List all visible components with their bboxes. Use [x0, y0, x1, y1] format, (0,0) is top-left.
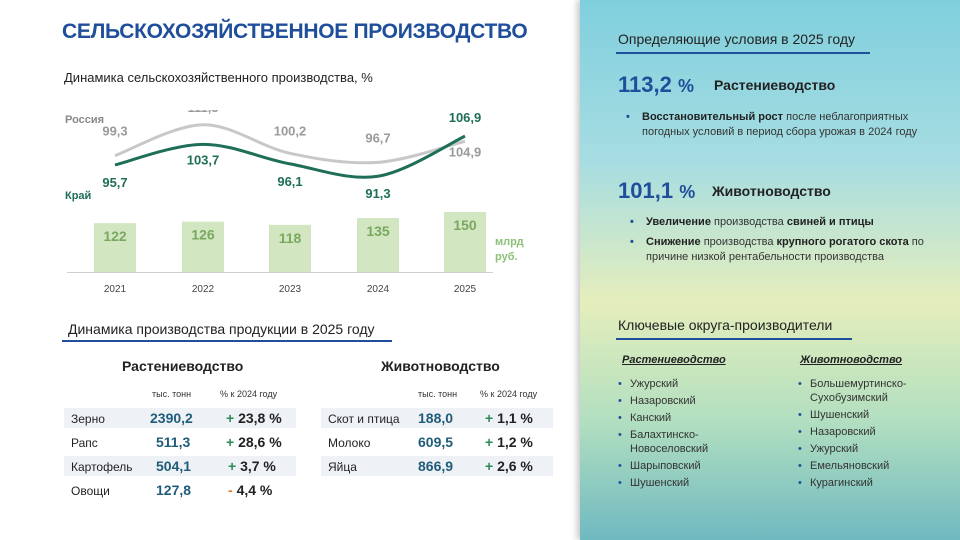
- row-value: 2390,2: [150, 410, 193, 426]
- district-item: • Назаровский: [798, 426, 876, 438]
- bar-label: 135: [366, 223, 390, 239]
- row-name: Скот и птица: [328, 412, 400, 426]
- crop-unit-header: тыс. тонн: [152, 389, 192, 399]
- x-tick-label: 2023: [279, 284, 302, 295]
- table-row: Картофель 504,1 + 3,7 %: [64, 456, 296, 478]
- district-item: • Шарыповский: [618, 460, 701, 472]
- livestock-growth-value: 101,1 %: [618, 178, 696, 203]
- district-item: • Шушенский: [618, 477, 690, 489]
- bar-label: 126: [191, 227, 215, 243]
- livestock-growth-label: Животноводство: [712, 183, 831, 199]
- bar: [269, 224, 311, 272]
- production-chart: 122 126 118 135 150 2021 2022 2023 2024 2025 млрд р…: [65, 110, 524, 295]
- livestock-districts-head: Животноводство: [800, 354, 903, 366]
- livestock-unit-header: тыс. тонн: [418, 389, 458, 399]
- x-tick-label: 2021: [104, 284, 127, 295]
- district-item: • Большемуртинско-Сухобузимский: [798, 378, 907, 404]
- row-change: + 1,2 %: [485, 434, 533, 450]
- russia-data-label: 111,3: [187, 110, 218, 115]
- table-row: Скот и птица 188,0 + 1,1 %: [321, 408, 553, 430]
- kray-data-label: 103,7: [187, 152, 220, 167]
- kray-data-label: 96,1: [277, 174, 302, 189]
- russia-data-label: 104,9: [449, 144, 482, 159]
- x-tick-label: 2022: [192, 284, 215, 295]
- district-item: • Балахтинско-Новоселовский: [618, 429, 709, 455]
- row-change: + 28,6 %: [226, 434, 282, 450]
- conditions-title-underline: [616, 52, 870, 54]
- row-name: Молоко: [328, 436, 371, 450]
- crop-change-header: % к 2024 году: [220, 389, 278, 399]
- conditions-title: Определяющие условия в 2025 году: [618, 31, 855, 47]
- row-name: Овощи: [71, 484, 110, 498]
- district-item: • Ужурский: [798, 443, 859, 455]
- bar-label: 118: [279, 230, 302, 246]
- table-row: Яйца 866,9 + 2,6 %: [321, 456, 553, 478]
- x-tick-label: 2025: [454, 284, 477, 295]
- russia-data-label: 100,2: [274, 123, 307, 138]
- bar: [444, 212, 486, 272]
- bar-label: 122: [103, 228, 127, 244]
- bar: [182, 221, 224, 272]
- row-change: + 2,6 %: [485, 458, 533, 474]
- production-section-title: Динамика производства продукции в 2025 г…: [68, 321, 375, 337]
- conditions-panel: Определяющие условия в 2025 году 113,2 %…: [580, 0, 960, 540]
- livestock-table-title: Животноводство: [381, 358, 500, 374]
- russia-data-label: 99,3: [102, 124, 127, 139]
- row-change: - 4,4 %: [228, 482, 273, 498]
- russia-data-label: 96,7: [365, 130, 390, 145]
- bar: [357, 218, 399, 272]
- x-tick-label: 2024: [367, 284, 390, 295]
- row-value: 511,3: [156, 434, 191, 450]
- row-change: + 1,1 %: [485, 410, 533, 426]
- row-value: 504,1: [156, 458, 192, 474]
- district-item: • Канский: [618, 412, 672, 424]
- page-title: СЕЛЬСКОХОЗЯЙСТВЕННОЕ ПРОИЗВОДСТВО: [62, 20, 528, 43]
- series-line-russia: [114, 123, 466, 165]
- row-name: Картофель: [71, 460, 133, 474]
- bar-unit-label: руб.: [495, 251, 518, 263]
- table-row: Рапс 511,3 + 28,6 %: [64, 432, 296, 454]
- row-value: 188,0: [418, 410, 454, 426]
- section-title-underline: [62, 340, 392, 342]
- crop-reason-bullet: • Восстановительный рост после неблагопри…: [626, 111, 918, 138]
- row-value: 127,8: [156, 482, 192, 498]
- table-row: Зерно 2390,2 + 23,8 %: [64, 408, 296, 430]
- series-name-kray: Край: [65, 190, 91, 202]
- kray-data-label: 91,3: [365, 186, 390, 201]
- bar-label: 150: [453, 217, 477, 233]
- bar-unit-label: млрд: [495, 236, 524, 248]
- crop-table-title: Растениеводство: [122, 358, 244, 374]
- districts-title-underline: [616, 338, 852, 340]
- crop-districts-head: Растениеводство: [622, 354, 726, 366]
- district-item: • Назаровский: [618, 395, 696, 407]
- district-item: • Емельяновский: [798, 460, 890, 472]
- livestock-increase-bullet: • Увеличение производства свиней и птицы: [630, 216, 874, 228]
- row-name: Зерно: [71, 412, 105, 426]
- row-value: 609,5: [418, 434, 454, 450]
- crop-growth-label: Растениеводство: [714, 77, 836, 93]
- livestock-change-header: % к 2024 году: [480, 389, 538, 399]
- table-row: Молоко 609,5 + 1,2 %: [321, 432, 553, 454]
- kray-data-label: 106,9: [449, 110, 482, 125]
- series-name-russia: Россия: [65, 114, 104, 126]
- districts-title: Ключевые округа-производители: [618, 317, 833, 333]
- bar: [94, 223, 136, 272]
- district-item: • Шушенский: [798, 409, 870, 421]
- row-name: Рапс: [71, 436, 98, 450]
- livestock-decrease-bullet: • Снижение производства крупного рогатого…: [630, 236, 924, 263]
- table-row: Овощи 127,8 - 4,4 %: [64, 480, 296, 502]
- row-name: Яйца: [328, 460, 357, 474]
- row-change: + 3,7 %: [228, 458, 276, 474]
- chart-title: Динамика сельскохозяйственного производс…: [64, 70, 373, 85]
- kray-data-label: 95,7: [102, 175, 127, 190]
- district-item: • Курагинский: [798, 477, 873, 489]
- row-value: 866,9: [418, 458, 454, 474]
- series-line-kray: [114, 134, 466, 179]
- district-item: • Ужурский: [618, 378, 679, 390]
- row-change: + 23,8 %: [226, 410, 282, 426]
- crop-growth-value: 113,2 %: [618, 72, 694, 97]
